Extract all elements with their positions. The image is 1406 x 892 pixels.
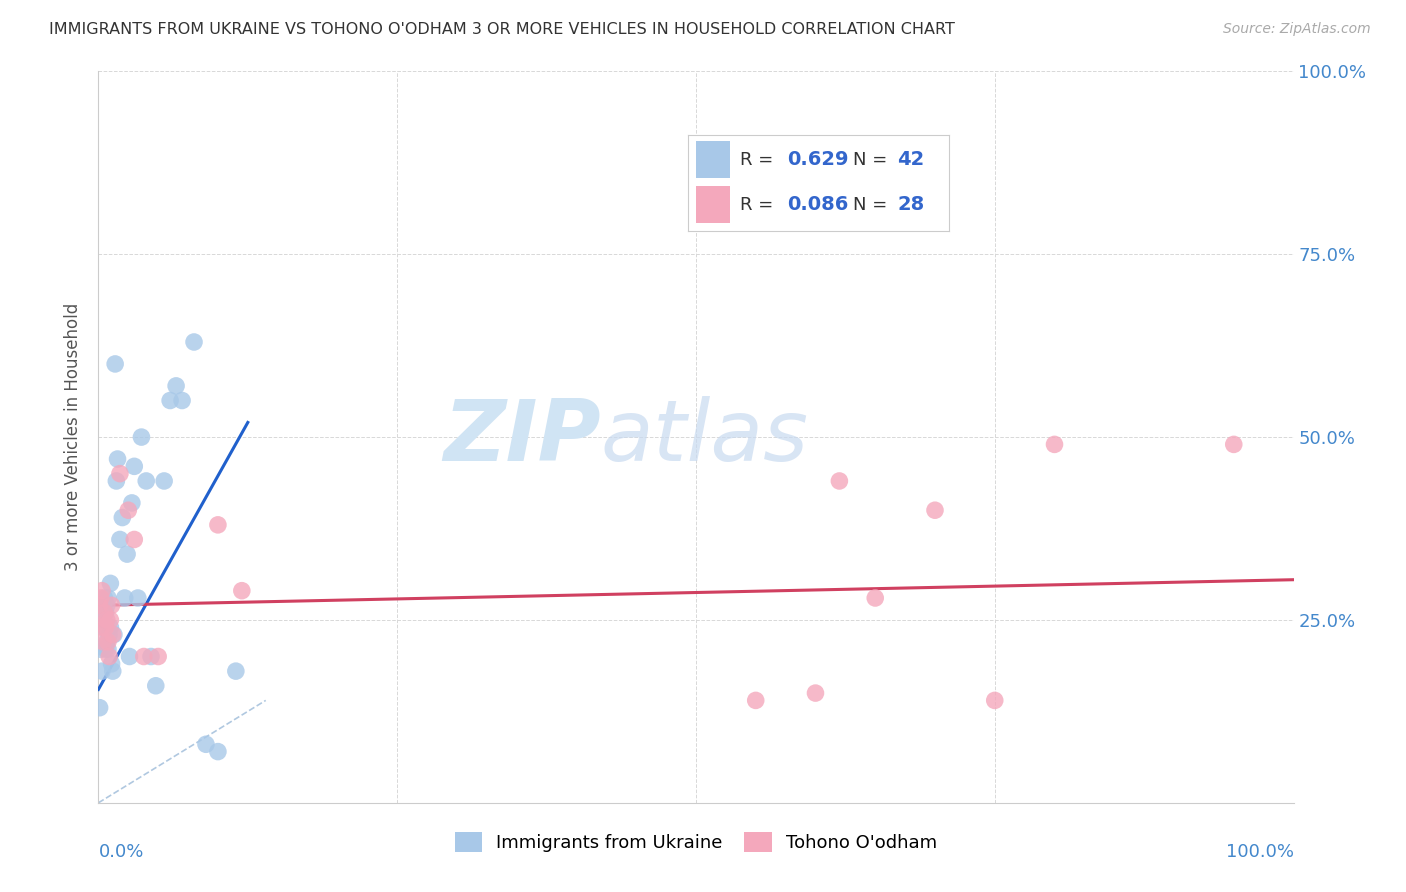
Point xyxy=(207,745,229,759)
Point xyxy=(121,496,143,510)
Point xyxy=(100,599,122,613)
Legend: Immigrants from Ukraine, Tohono O'odham: Immigrants from Ukraine, Tohono O'odham xyxy=(447,824,945,860)
Point xyxy=(165,379,187,393)
Point xyxy=(195,737,218,751)
Point xyxy=(90,591,112,605)
Text: IMMIGRANTS FROM UKRAINE VS TOHONO O'ODHAM 3 OR MORE VEHICLES IN HOUSEHOLD CORREL: IMMIGRANTS FROM UKRAINE VS TOHONO O'ODHA… xyxy=(49,22,955,37)
Point xyxy=(108,467,131,481)
Text: 0.086: 0.086 xyxy=(787,195,849,214)
Point xyxy=(94,642,117,657)
Point xyxy=(91,620,114,634)
Text: ZIP: ZIP xyxy=(443,395,600,479)
Text: 0.629: 0.629 xyxy=(787,150,849,169)
Point xyxy=(91,664,114,678)
Point xyxy=(148,649,170,664)
Point xyxy=(828,474,851,488)
Text: N =: N = xyxy=(852,151,893,169)
Point xyxy=(115,547,138,561)
Point xyxy=(93,606,115,620)
Point xyxy=(225,664,247,678)
Point xyxy=(103,627,125,641)
Point xyxy=(89,599,111,613)
Bar xyxy=(696,186,730,223)
Point xyxy=(91,635,114,649)
Point xyxy=(104,357,127,371)
Text: N =: N = xyxy=(852,195,893,214)
Point xyxy=(91,583,114,598)
Text: R =: R = xyxy=(740,151,779,169)
Point xyxy=(1043,437,1066,451)
Point xyxy=(865,591,887,605)
Point xyxy=(101,627,124,641)
Text: 100.0%: 100.0% xyxy=(1226,843,1294,861)
Point xyxy=(97,591,120,605)
Point xyxy=(108,533,131,547)
Point xyxy=(98,627,121,641)
Point xyxy=(117,503,139,517)
Point xyxy=(89,700,111,714)
Point xyxy=(94,606,117,620)
Point xyxy=(745,693,768,707)
Text: 42: 42 xyxy=(897,150,924,169)
Point xyxy=(124,459,146,474)
Point xyxy=(924,503,946,517)
Point xyxy=(94,620,117,634)
Point xyxy=(98,620,122,634)
Text: 0.0%: 0.0% xyxy=(98,843,143,861)
Point xyxy=(96,635,118,649)
Point xyxy=(132,649,155,664)
Point xyxy=(124,533,146,547)
Point xyxy=(100,657,122,671)
Point xyxy=(96,613,118,627)
Point xyxy=(93,591,115,605)
Point xyxy=(984,693,1007,707)
Point xyxy=(98,576,122,591)
Point xyxy=(153,474,176,488)
Point xyxy=(1223,437,1246,451)
Point xyxy=(231,583,253,598)
Point xyxy=(91,599,114,613)
Point xyxy=(172,393,194,408)
Point xyxy=(804,686,827,700)
Point xyxy=(183,334,205,349)
Point xyxy=(118,649,141,664)
Point xyxy=(90,642,112,657)
Point xyxy=(139,649,162,664)
Point xyxy=(93,620,115,634)
Text: 28: 28 xyxy=(897,195,924,214)
Point xyxy=(111,510,134,524)
Point xyxy=(135,474,157,488)
Point xyxy=(97,635,120,649)
Point xyxy=(105,474,128,488)
Point xyxy=(114,591,136,605)
Point xyxy=(98,613,122,627)
Point xyxy=(98,649,121,664)
Point xyxy=(127,591,149,605)
Point xyxy=(207,517,229,532)
Point xyxy=(97,642,120,657)
Point xyxy=(96,599,118,613)
Y-axis label: 3 or more Vehicles in Household: 3 or more Vehicles in Household xyxy=(65,303,83,571)
Point xyxy=(145,679,167,693)
Point xyxy=(101,664,124,678)
Text: Source: ZipAtlas.com: Source: ZipAtlas.com xyxy=(1223,22,1371,37)
Text: atlas: atlas xyxy=(600,395,808,479)
Text: R =: R = xyxy=(740,195,779,214)
Bar xyxy=(696,141,730,178)
Point xyxy=(91,613,114,627)
Point xyxy=(159,393,181,408)
Point xyxy=(107,452,129,467)
Point xyxy=(131,430,153,444)
